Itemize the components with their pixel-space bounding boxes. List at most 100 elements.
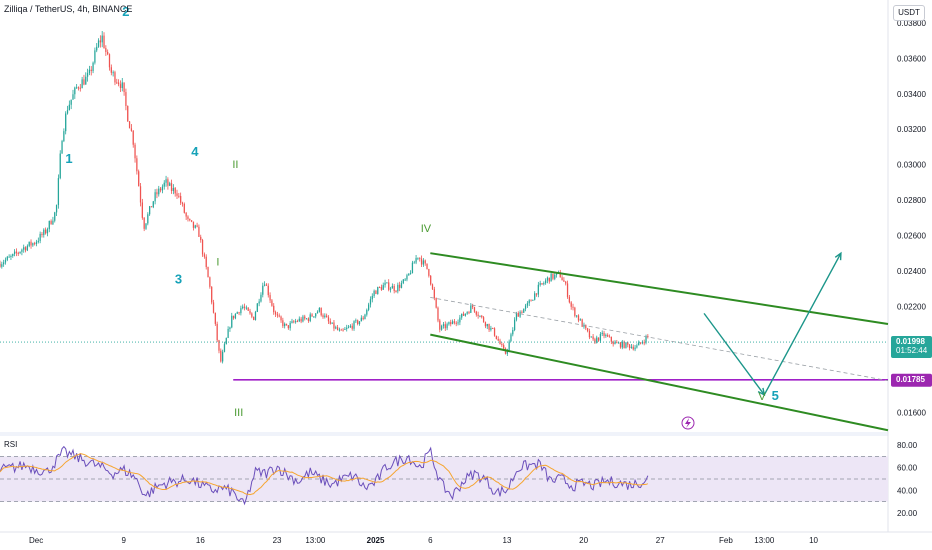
arrow-head — [757, 387, 766, 397]
candle-body — [565, 281, 567, 284]
candle-body — [462, 313, 465, 316]
candle-body — [568, 296, 571, 303]
candle-body — [6, 256, 8, 260]
candle-body — [169, 183, 171, 186]
candle-body — [276, 314, 279, 316]
candle-body — [1, 264, 3, 267]
candle-body — [384, 282, 386, 286]
candle-body — [300, 318, 302, 322]
candle-body — [79, 87, 81, 89]
candle-body — [236, 312, 238, 314]
last-price-tag-text: 01:52:44 — [896, 346, 928, 355]
candle-body — [8, 256, 10, 258]
time-tick-label: 9 — [122, 536, 127, 545]
candle-body — [128, 121, 131, 129]
candle-body — [528, 300, 530, 304]
candle-body — [515, 313, 518, 320]
candle-body — [94, 50, 96, 63]
candle-body — [68, 104, 70, 111]
time-tick-label: 13:00 — [305, 536, 326, 545]
candle-body — [211, 286, 213, 303]
candle-body — [358, 321, 361, 325]
candle-body — [597, 337, 600, 341]
candle-body — [455, 322, 457, 324]
candle-body — [183, 203, 185, 213]
rsi-tick-label: 20.00 — [897, 509, 918, 518]
currency-button[interactable]: USDT — [893, 5, 925, 21]
candle-body — [114, 72, 116, 83]
candle-body — [240, 308, 242, 314]
candle-body — [486, 323, 488, 327]
candle-body — [532, 299, 534, 301]
candle-body — [369, 299, 372, 305]
candle-body — [194, 225, 196, 228]
candle-body — [577, 315, 580, 321]
candle-body — [132, 130, 134, 145]
candle-body — [530, 300, 532, 302]
candle-body — [417, 257, 419, 259]
candle-body — [4, 259, 7, 263]
last-price-tag-bg — [891, 336, 932, 359]
candle-body — [517, 313, 519, 317]
candle-body — [607, 334, 609, 337]
price-tick-label: 0.02800 — [897, 196, 926, 205]
candle-body — [161, 186, 164, 191]
candle-body — [566, 283, 569, 297]
candle-body — [238, 312, 240, 314]
candle-body — [320, 307, 322, 316]
candle-body — [28, 241, 30, 246]
candle-body — [205, 256, 207, 267]
candle-body — [150, 206, 153, 208]
candle-body — [216, 323, 218, 341]
candle-body — [86, 73, 89, 77]
candle-body — [265, 284, 268, 286]
time-tick-label: 20 — [579, 536, 588, 545]
candle-body — [402, 279, 404, 283]
candle-body — [12, 253, 14, 256]
candle-body — [335, 327, 337, 329]
candle-body — [625, 342, 627, 348]
wave-label-roman: III — [234, 407, 243, 419]
candle-body — [121, 82, 123, 89]
candle-body — [461, 313, 463, 318]
candle-body — [152, 201, 154, 208]
candle-body — [355, 320, 357, 322]
candle-body — [561, 277, 563, 281]
candle-body — [367, 304, 370, 310]
time-tick-label: Dec — [29, 536, 43, 545]
candle-body — [592, 336, 594, 340]
candle-body — [167, 179, 169, 186]
wave-label: 3 — [175, 271, 182, 286]
symbol-title[interactable]: Zilliqa / TetherUS, 4h, BINANCE — [4, 4, 133, 14]
candle-body — [548, 277, 550, 282]
candle-body — [347, 326, 350, 328]
candle-body — [17, 252, 19, 254]
candle-body — [605, 334, 607, 337]
candle-body — [96, 46, 98, 51]
lightning-icon[interactable] — [681, 416, 695, 430]
candle-body — [550, 273, 552, 282]
candle-body — [105, 48, 107, 52]
candle-body — [302, 316, 304, 322]
candle-body — [453, 321, 456, 323]
candle-body — [212, 302, 215, 313]
candle-body — [470, 305, 472, 313]
candle-body — [112, 72, 114, 74]
candle-body — [116, 82, 118, 84]
candle-body — [245, 307, 248, 309]
candle-body — [623, 341, 625, 348]
candle-body — [298, 318, 300, 322]
candle-body — [408, 273, 410, 276]
candle-body — [619, 342, 622, 348]
price-tick-label: 0.02400 — [897, 267, 926, 276]
candle-body — [294, 321, 297, 323]
wave-label: 2 — [122, 4, 129, 19]
candle-body — [85, 76, 87, 85]
candle-body — [48, 220, 50, 230]
candle-body — [234, 313, 237, 319]
candle-body — [231, 315, 233, 328]
candle-body — [634, 347, 636, 350]
candles — [0, 31, 649, 364]
time-tick-label: 6 — [428, 536, 433, 545]
